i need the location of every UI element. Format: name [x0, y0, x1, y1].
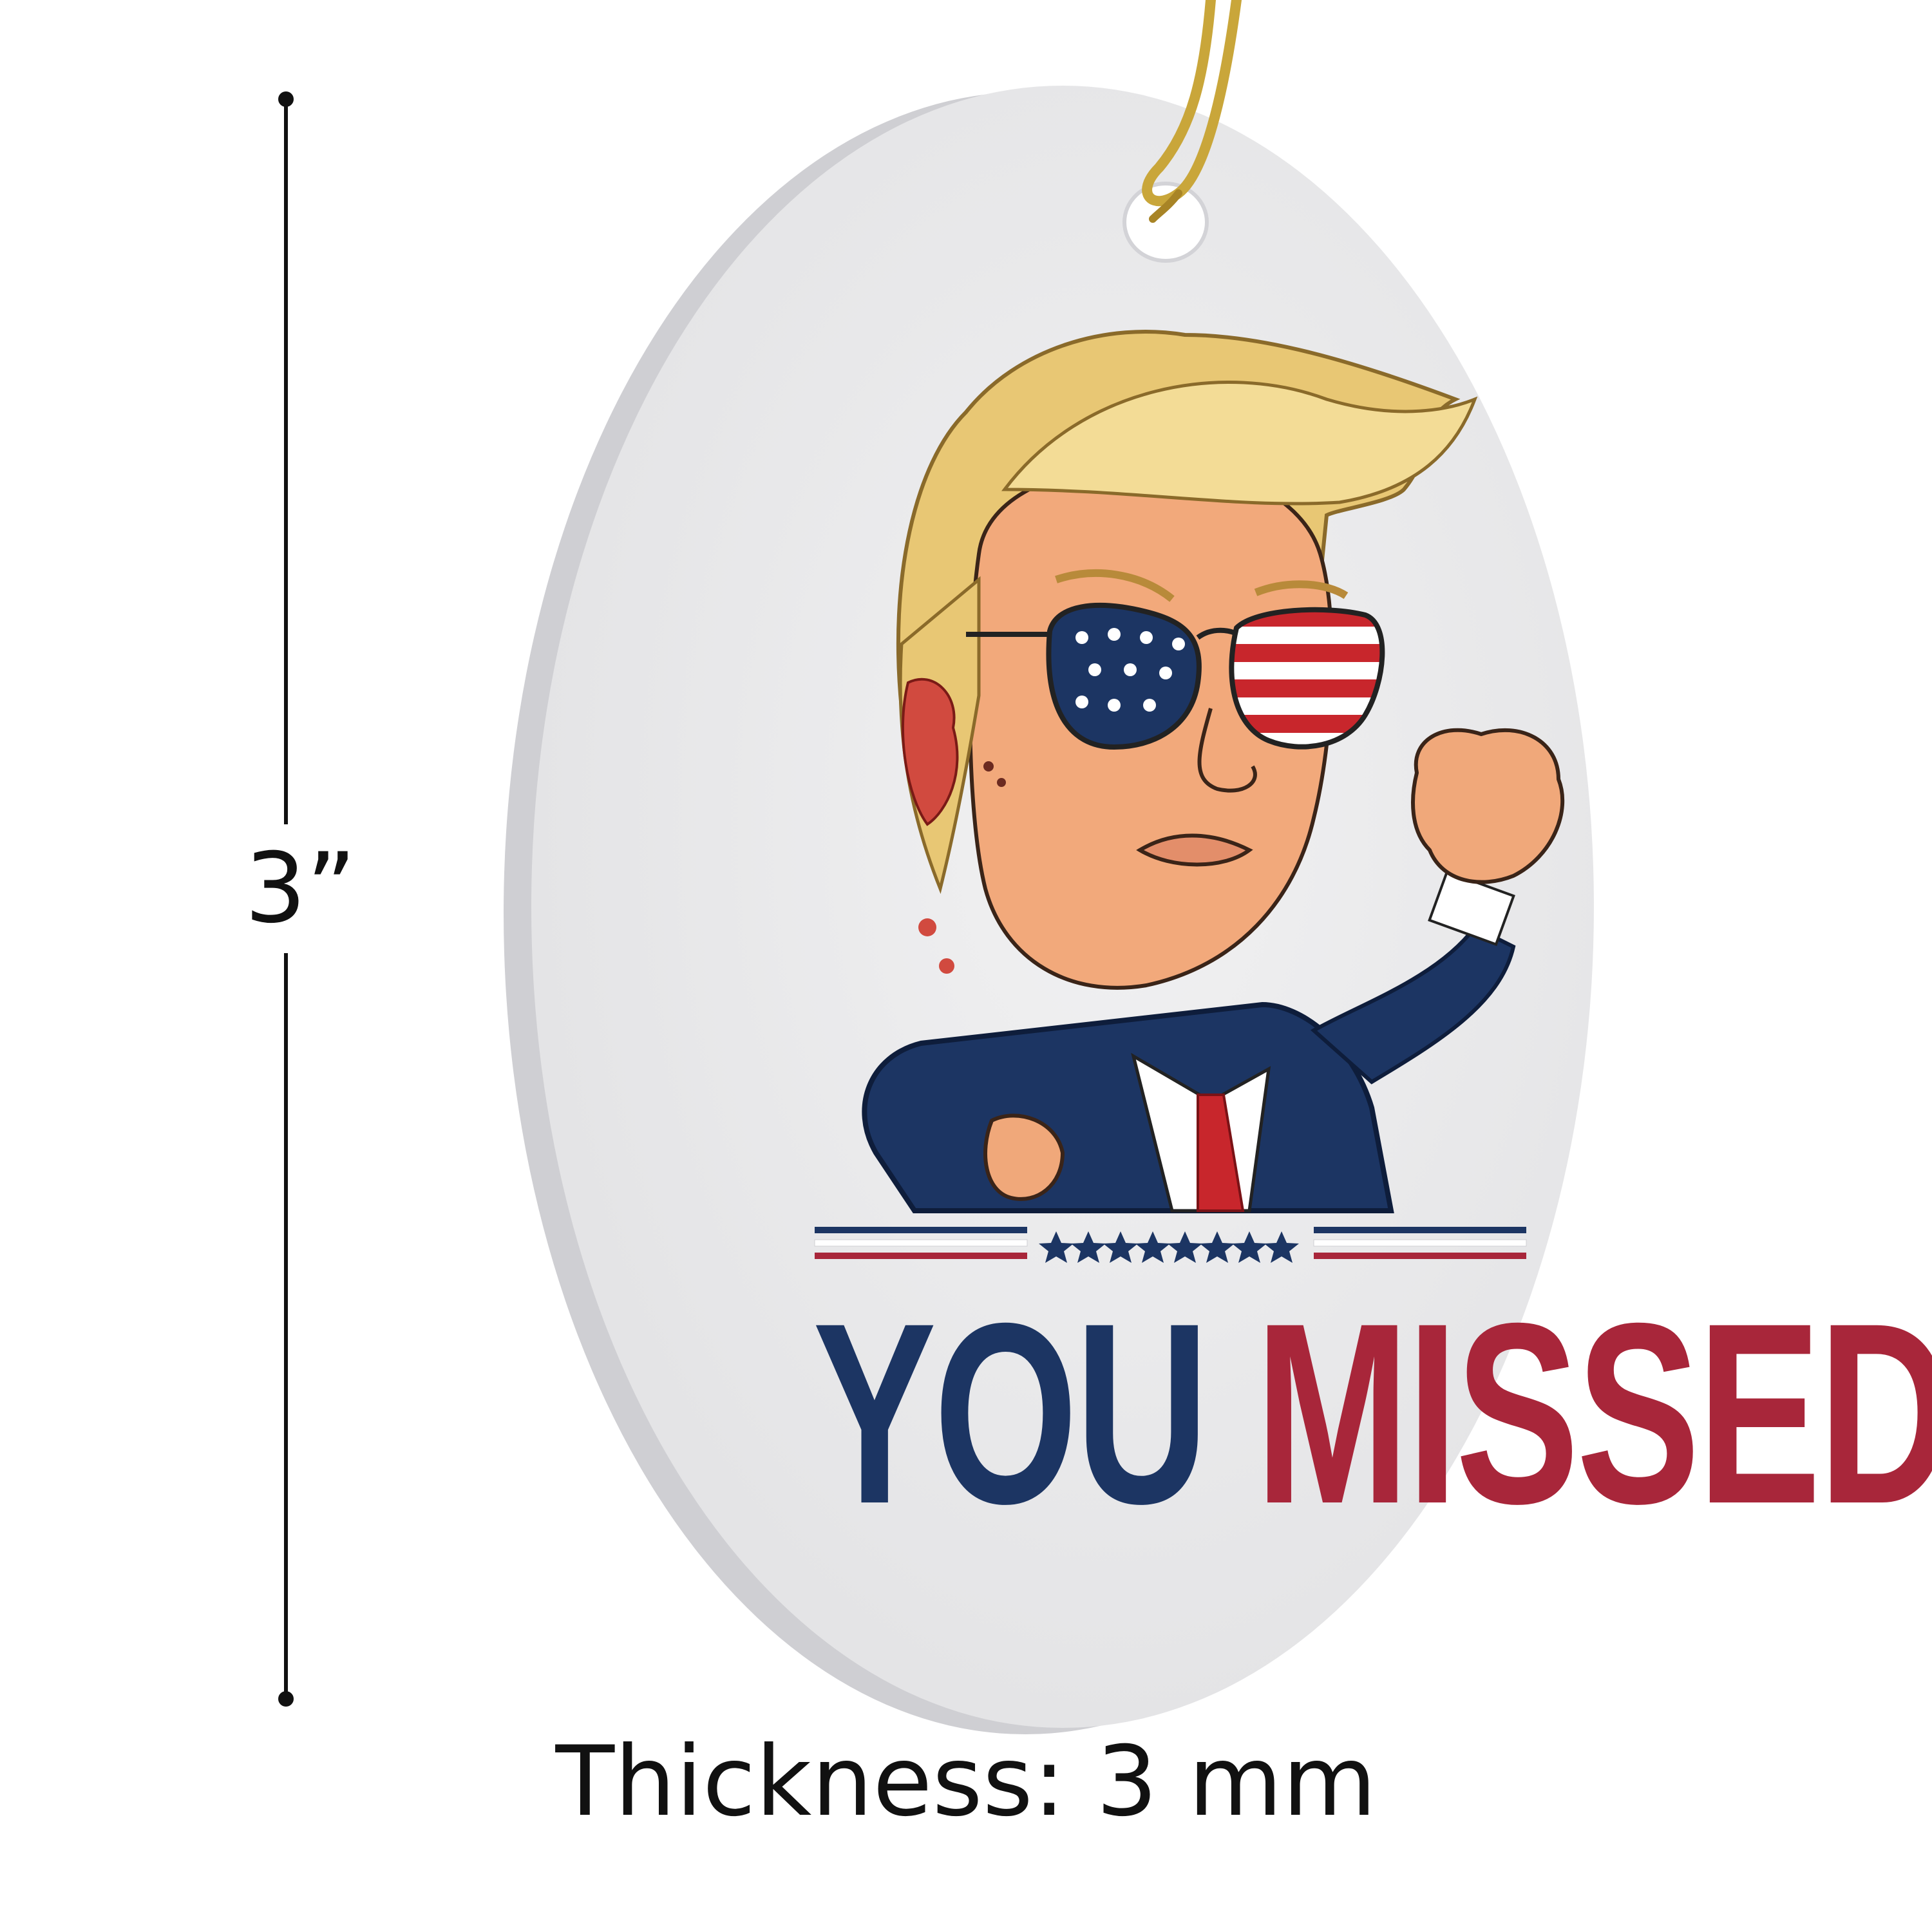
dimension-gap [270, 824, 303, 953]
glasses-left-lens [1046, 603, 1202, 750]
tie [1197, 1094, 1245, 1212]
headline-word-missed: MISSED [1255, 1269, 1932, 1557]
ornament-headline: YOU MISSED [813, 1278, 1932, 1549]
ear-injury [902, 677, 959, 826]
dimension-top-dot [278, 91, 294, 107]
thickness-label: Thickness: 3 mm [555, 1726, 1377, 1838]
glasses-right-lens [1229, 607, 1385, 750]
glasses-stars [1075, 628, 1185, 712]
dimension-bottom-dot [278, 1691, 294, 1707]
mouth [1136, 833, 1253, 867]
hanging-hole [1122, 182, 1209, 263]
decorative-stripes-right [1313, 1227, 1527, 1259]
headline-word-you: YOU [813, 1269, 1209, 1557]
gold-cord [1142, 0, 1242, 207]
dimension-label: 3” [245, 833, 357, 945]
decorative-stars [1039, 1231, 1299, 1263]
raised-arm [1310, 925, 1516, 1084]
raised-fist [1411, 728, 1565, 884]
decorative-stripes-left [814, 1227, 1028, 1259]
lower-fist [983, 1113, 1065, 1201]
